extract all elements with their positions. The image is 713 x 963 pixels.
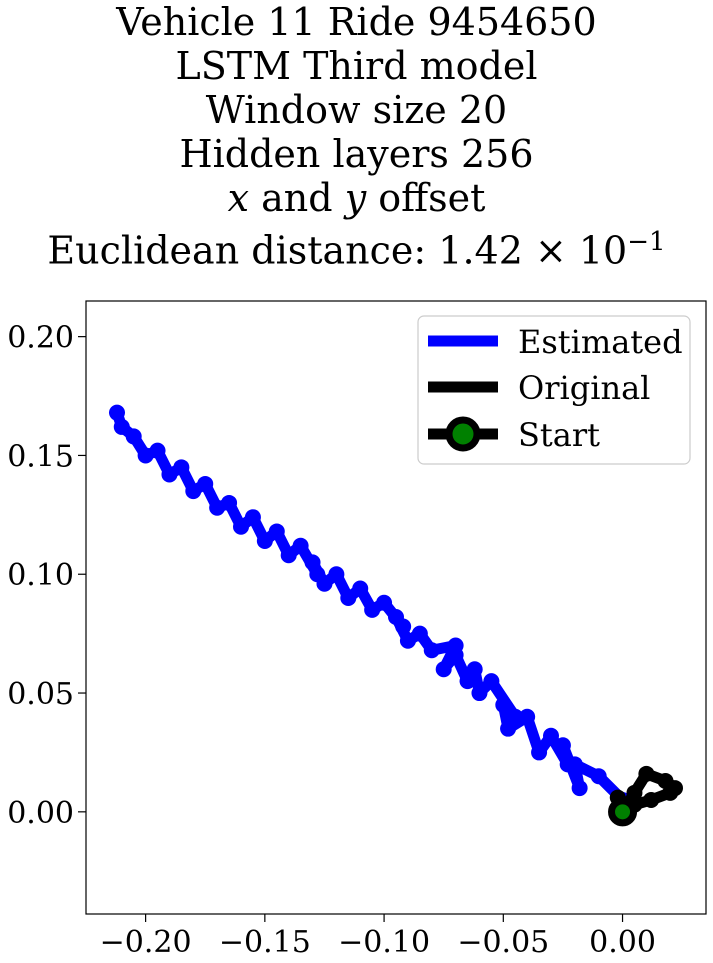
series-estimated-point [471,685,488,702]
series-estimated-point [571,780,588,797]
series-estimated-point [435,661,452,678]
series-estimated-point [543,727,559,744]
legend-original-label: Original [518,369,650,407]
title-line-6: Euclidean distance: 1.42 × 10−1 [0,220,713,273]
series-original-point [626,784,643,801]
series-estimated-point [292,537,309,554]
series-estimated-point [364,601,381,618]
legend-start-marker [445,416,481,452]
series-estimated-point [309,566,326,583]
title-line-3: Window size 20 [205,88,508,132]
series-estimated-point [113,418,130,435]
series-estimated-point [519,708,536,725]
title-line-4: Hidden layers 256 [179,132,534,176]
y-tick-label: 0.10 [7,558,74,593]
series-estimated-point [483,673,500,690]
series-estimated-point [197,475,214,492]
series-original-point [643,791,660,808]
legend-box [417,315,691,465]
series-estimated-point [268,523,285,540]
series-estimated-point [500,720,517,737]
axes-frame [85,300,707,915]
series-estimated-point [376,594,393,611]
legend-estimated-label: Estimated [518,323,683,361]
series-estimated-point [244,509,261,526]
y-tick-label: 0.15 [7,439,74,474]
title-line-5: x and y offset [0,176,713,220]
x-tick-label: −0.20 [100,925,192,960]
legend: Estimated Original Start [417,315,691,465]
x-tick-label: −0.10 [338,925,430,960]
y-tick-label: 0.00 [7,796,74,831]
series-estimated-point [590,768,607,785]
x-axis-ticks: −0.20 −0.15 −0.10 −0.05 0.00 [100,914,656,960]
series-original-point [638,765,655,782]
series-estimated-point [559,756,576,773]
series-estimated-point [554,737,571,754]
title-var-y: y [344,176,367,220]
title-var-x: x [227,176,250,220]
chart-marks [109,404,683,827]
series-estimated-point [233,518,249,535]
series-estimated-point [495,696,512,713]
series-estimated-point [531,744,548,761]
title-line-2: LSTM Third model [175,44,538,88]
y-tick-label: 0.05 [7,677,74,712]
series-original-point [662,784,679,801]
x-tick-label: −0.05 [457,925,549,960]
series-estimated-point [209,499,226,516]
series-estimated-point [125,428,142,445]
title-and: and [249,176,345,220]
y-tick-label: 0.20 [7,321,74,356]
title-dist-prefix: Euclidean distance: 1.42 × 10 [47,228,628,273]
series-estimated-point [256,532,273,549]
series-estimated-point [459,673,476,690]
series-estimated-point [137,447,154,464]
series-estimated-point [109,404,125,421]
series-estimated-point [466,661,483,678]
x-tick-label: 0.00 [589,925,656,960]
series-estimated-point [173,459,190,476]
legend-start-label: Start [518,416,600,454]
series-estimated-point [507,708,524,725]
series-group [109,404,683,827]
y-axis-ticks: 0.00 0.05 0.10 0.15 0.20 [7,321,86,831]
series-estimated-point [340,589,357,606]
title-line-1: Vehicle 11 Ride 9454650 [116,0,597,44]
series-estimated-point [423,642,440,659]
series-estimated-point [395,618,412,635]
series-estimated-point [280,547,297,564]
series-start-marker [608,797,638,827]
x-tick-label: −0.15 [219,925,311,960]
title-dist-exp: −1 [627,227,666,257]
series-estimated-point [185,483,202,500]
series-estimated-point [399,632,416,649]
series-estimated-point [411,625,428,642]
title-offset: offset [366,176,486,220]
series-estimated-point [328,566,345,583]
series-estimated-point [161,466,178,483]
series-estimated-point [447,637,464,654]
series-estimated-point [352,580,369,597]
